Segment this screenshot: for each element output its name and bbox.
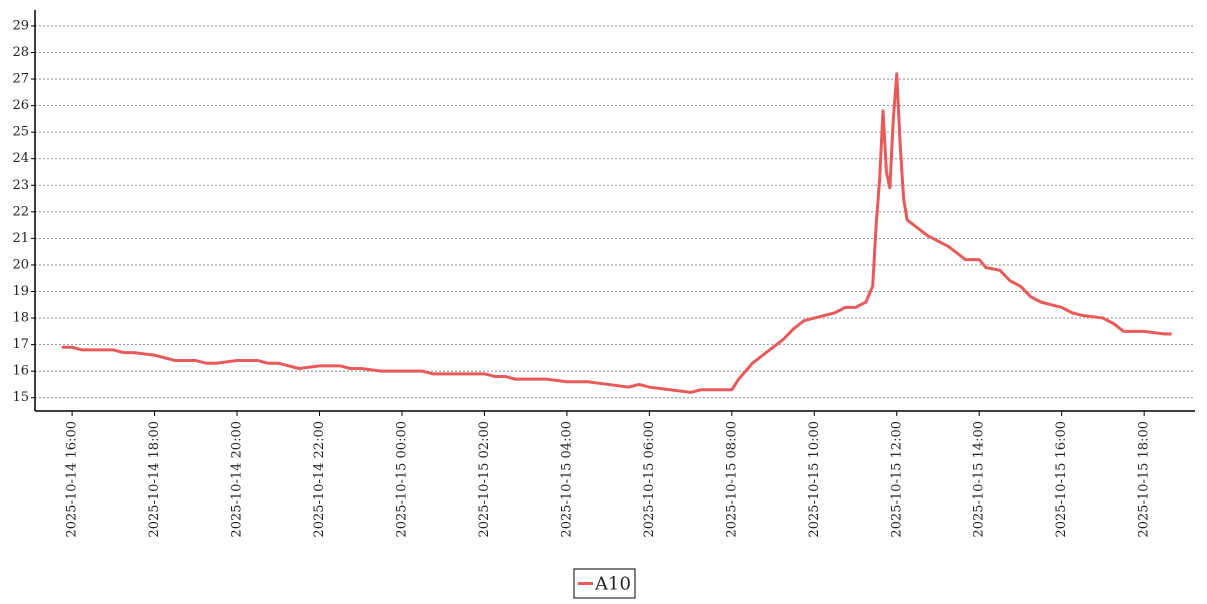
y-tick-label: 28 [12, 45, 29, 60]
x-tick-label: 2025-10-15 00:00 [394, 421, 409, 538]
y-tick-label: 17 [12, 337, 29, 352]
data-line [61, 72, 1172, 394]
y-tick-label: 22 [12, 204, 29, 219]
legend-label: A10 [594, 574, 631, 595]
x-tick-label: 2025-10-15 08:00 [724, 421, 739, 538]
y-tick-label: 20 [12, 257, 29, 272]
y-tick-label: 18 [12, 311, 29, 326]
x-tick-label: 2025-10-15 14:00 [972, 421, 987, 538]
x-tick-label: 2025-10-14 20:00 [230, 421, 245, 538]
y-tick-label: 19 [12, 284, 29, 299]
x-tick-label: 2025-10-15 12:00 [889, 421, 904, 538]
y-tick-label: 27 [12, 72, 29, 87]
x-tick-label: 2025-10-15 18:00 [1137, 421, 1152, 538]
y-tick-label: 25 [12, 125, 29, 140]
x-tick-label: 2025-10-15 16:00 [1054, 421, 1069, 538]
legend-box [573, 568, 636, 599]
y-tick-label: 24 [12, 151, 29, 166]
x-tick-label: 2025-10-15 10:00 [807, 421, 822, 538]
x-tick-label: 2025-10-15 04:00 [559, 421, 574, 538]
y-tick-label: 23 [12, 178, 29, 193]
x-tick-label: 2025-10-14 16:00 [65, 421, 80, 538]
y-tick-label: 26 [12, 98, 29, 113]
y-tick-label: 29 [12, 18, 29, 33]
x-tick-label: 2025-10-14 22:00 [312, 421, 327, 538]
y-tick-label: 16 [12, 364, 29, 379]
x-tick-label: 2025-10-15 02:00 [477, 421, 492, 538]
x-tick-label: 2025-10-15 06:00 [642, 421, 657, 538]
y-tick-label: 21 [12, 231, 29, 246]
x-tick-label: 2025-10-14 18:00 [147, 421, 162, 538]
y-tick-label: 15 [12, 390, 29, 405]
